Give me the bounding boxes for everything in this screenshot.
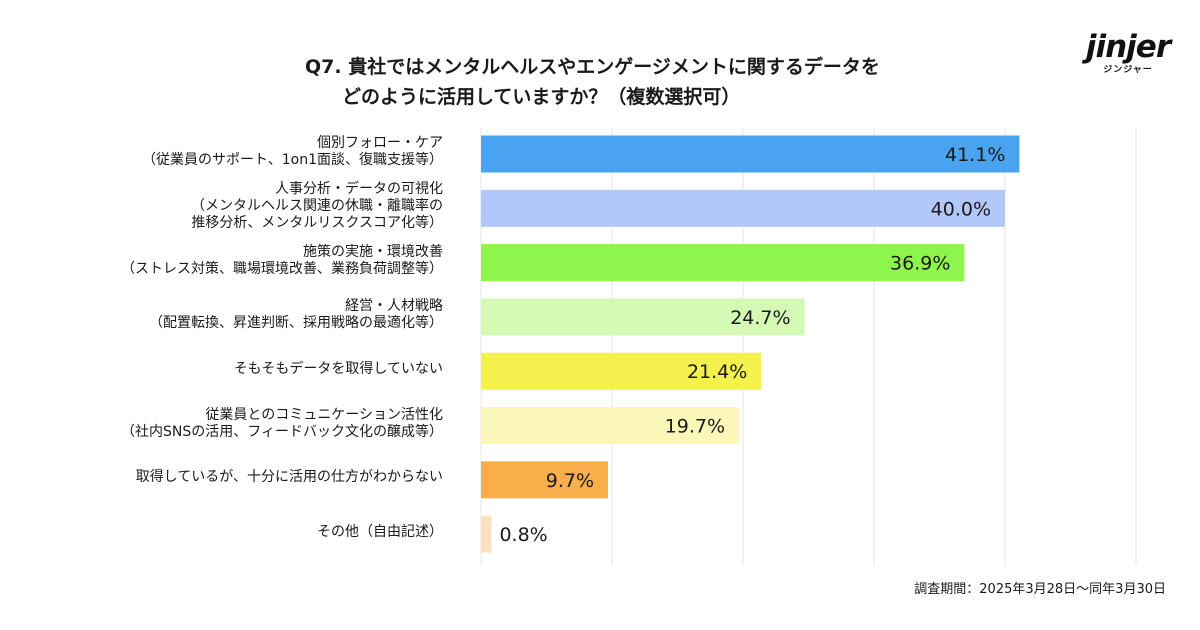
logo-mark: jinjer <box>1085 29 1171 65</box>
category-label-line: 従業員とのコミュニケーション活性化 <box>205 406 443 423</box>
bar <box>481 298 805 336</box>
bar <box>481 461 609 499</box>
category-label-line: （社内SNSの活用、フィードバック文化の醸成等） <box>121 423 443 440</box>
category-label-line: 人事分析・データの可視化 <box>275 180 443 197</box>
data-label: 0.8% <box>499 524 547 546</box>
chart-title-line1: Q7. 貴社ではメンタルヘルスやエンゲージメントに関するデータを <box>305 56 880 78</box>
bar <box>481 352 762 390</box>
category-label: そもそもデータを取得していない <box>23 361 443 378</box>
data-label: 40.0% <box>931 198 991 220</box>
data-label: 41.1% <box>945 144 1005 166</box>
logo-subtext: ジンジャー <box>1103 65 1153 75</box>
category-label-line: 個別フォロー・ケア <box>317 135 443 151</box>
bar <box>481 515 492 553</box>
category-label-line: 推移分析、メンタルリスクスコア化等） <box>191 214 443 231</box>
category-label-line: （配置転換、昇進判断、採用戦略の最適化等） <box>149 314 443 331</box>
data-label: 9.7% <box>546 470 594 492</box>
category-label-line: （ストレス対策、職場環境改善、業務負荷調整等） <box>121 260 443 277</box>
category-label: 従業員とのコミュニケーション活性化 （社内SNSの活用、フィードバック文化の醸成等… <box>23 407 443 441</box>
category-label-line: （メンタルヘルス関連の休職・離職率の <box>191 197 443 214</box>
bar <box>481 189 1005 227</box>
chart-title: Q7. 貴社ではメンタルヘルスやエンゲージメントに関するデータを どのように活用… <box>250 52 950 112</box>
bar <box>481 135 1020 173</box>
bar <box>481 244 965 282</box>
category-label-line: 経営・人材戦略 <box>345 297 443 314</box>
data-label: 36.9% <box>890 253 950 275</box>
category-label-line: 施策の実施・環境改善 <box>303 243 443 260</box>
data-label: 19.7% <box>665 416 725 438</box>
category-label-line: そもそもデータを取得していない <box>233 360 443 377</box>
data-label: 24.7% <box>730 307 790 329</box>
chart-title-line2: どのように活用していますか？（複数選択可） <box>342 86 741 108</box>
category-label-line: （従業員のサポート、1on1面談、復職支援等） <box>142 152 443 168</box>
category-label: 取得しているが、十分に活用の仕方がわからない <box>23 469 443 486</box>
category-label: 人事分析・データの可視化 （メンタルヘルス関連の休職・離職率の 推移分析、メンタルリ… <box>23 181 443 232</box>
category-label: 個別フォロー・ケア （従業員のサポート、1on1面談、復職支援等） <box>23 135 443 169</box>
category-label: 施策の実施・環境改善 （ストレス対策、職場環境改善、業務負荷調整等） <box>23 244 443 278</box>
survey-period-note: 調査期間：2025年3月28日〜同年3月30日 <box>914 582 1166 597</box>
category-label-line: 取得しているが、十分に活用の仕方がわからない <box>135 469 443 486</box>
category-label: その他（自由記述） <box>23 524 443 541</box>
data-label: 21.4% <box>687 361 747 383</box>
category-label-line: その他（自由記述） <box>317 523 443 540</box>
jinjer-logo: jinjer ジンジャー <box>1083 30 1173 75</box>
category-label: 経営・人材戦略 （配置転換、昇進判断、採用戦略の最適化等） <box>23 298 443 332</box>
bar <box>481 407 740 444</box>
